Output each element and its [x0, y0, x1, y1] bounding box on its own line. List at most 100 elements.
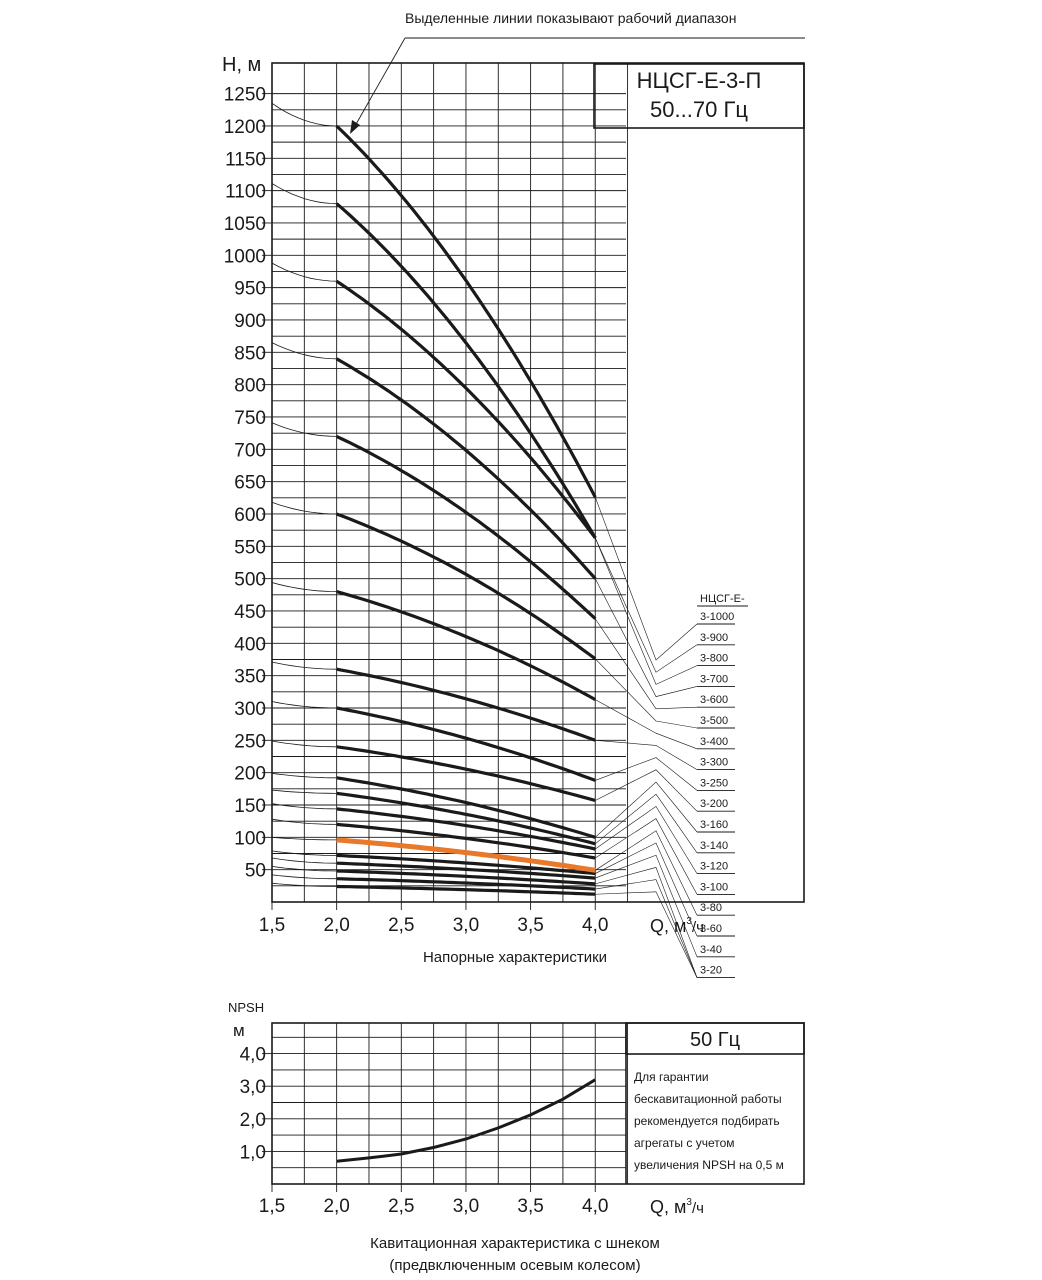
curve-working-range: [336, 822, 596, 860]
npsh-flow-axis-label: Q, м3/ч: [650, 1197, 704, 1217]
leader-line: [595, 818, 698, 895]
legend-label: 3-500: [700, 715, 728, 727]
npsh-chart-frame: [271, 1022, 805, 1185]
x-tick-label: 3,5: [517, 915, 543, 936]
y-tick-label: 500: [234, 570, 266, 591]
legend-label: 3-100: [700, 881, 728, 893]
npsh-caption-line-1: Кавитационная характеристика с шнеком: [370, 1235, 660, 1252]
leader-line: [595, 740, 698, 770]
y-tick-label: 1150: [225, 149, 266, 170]
leader-line: [595, 842, 698, 937]
curve-working-range: [336, 861, 596, 880]
y-tick-label: 700: [234, 440, 266, 461]
npsh-x-tick-label: 4,0: [582, 1196, 608, 1217]
x-tick-label: 2,0: [323, 915, 349, 936]
leader-line: [595, 830, 698, 916]
npsh-y-tick-label: 1,0: [240, 1142, 266, 1163]
working-range-annotation: Выделенные линии показывают рабочий диап…: [405, 10, 736, 26]
legend-label: 3-400: [700, 736, 728, 748]
leader-line: [595, 867, 698, 978]
title-box: [593, 63, 805, 129]
leader-line: [594, 537, 698, 673]
legend-label: 3-900: [700, 632, 728, 644]
npsh-curve: [336, 1078, 597, 1163]
legend-label: 3-140: [700, 840, 728, 852]
y-tick-label: 600: [234, 505, 266, 526]
y-tick-label: 1250: [224, 85, 266, 106]
curve-working-range: [336, 512, 597, 661]
curve-extension: [271, 772, 337, 779]
head-characteristics-chart: НЦСГ-Е- 3-1000 3-900 3-800 3-700 3-600 3-500 3-…: [222, 10, 805, 979]
y-tick-label: 100: [234, 828, 266, 849]
x-tick-label: 4,0: [582, 915, 608, 936]
curve-working-range: [335, 357, 597, 580]
npsh-x-tick-label: 2,0: [323, 1196, 349, 1217]
leader-line: [594, 537, 698, 685]
npsh-note-line: бескавитационной работы: [634, 1092, 782, 1106]
npsh-y-tick-label: 2,0: [240, 1110, 266, 1131]
model-legend: НЦСГ-Е- 3-1000 3-900 3-800 3-700 3-600 3-500 3-…: [697, 593, 748, 979]
curve-extension: [271, 740, 337, 748]
y-tick-label: 1000: [224, 246, 266, 267]
y-tick-label: 300: [234, 699, 266, 720]
leader-line: [595, 879, 698, 978]
npsh-title: 50 Гц: [690, 1029, 740, 1051]
leader-line: [594, 497, 698, 661]
y-tick-label: 900: [234, 311, 266, 332]
curve-working-range: [336, 706, 596, 782]
y-tick-label: 250: [234, 731, 266, 752]
y-tick-label: 400: [234, 634, 266, 655]
curve-working-range: [335, 124, 597, 498]
legend-label: 3-120: [700, 861, 728, 873]
curve-working-range: [336, 807, 596, 851]
y-tick-label: 450: [234, 602, 266, 623]
chart-title: НЦСГ-Е-3-П: [637, 68, 762, 93]
curve-extension: [271, 262, 337, 282]
curve-extension: [271, 102, 337, 127]
legend-label: 3-160: [700, 819, 728, 831]
annotation-arrowhead: [350, 120, 360, 134]
curve-extension: [271, 789, 337, 794]
y-tick-label: 950: [234, 279, 266, 300]
curve-extension: [271, 501, 337, 515]
npsh-note-line: увеличения NPSH на 0,5 м: [634, 1158, 784, 1172]
curve-extension: [271, 882, 337, 887]
npsh-note-line: агрегаты с учетом: [634, 1136, 735, 1150]
leader-line: [595, 618, 698, 710]
head-axis-label: H, м: [222, 54, 261, 76]
legend-label: 3-20: [700, 965, 722, 977]
legend-label: 3-1000: [700, 611, 734, 623]
npsh-chart: 1,0 2,0 3,0 4,0 1,5 2,0 2,5 3,0 3,5 4,0 50 Гц Для…: [228, 1000, 805, 1274]
y-tick-label: 50: [245, 861, 266, 882]
curve-extension: [271, 850, 337, 856]
npsh-title-box: [625, 1022, 805, 1055]
head-chart-grid: [271, 62, 805, 903]
npsh-axis-label: NPSH: [228, 1000, 264, 1015]
curve-working-range: [335, 279, 597, 539]
chart-subtitle: 50...70 Гц: [650, 97, 748, 122]
leader-line: [595, 769, 698, 812]
npsh-caption-line-2: (предвключенным осевым колесом): [389, 1257, 640, 1274]
npsh-x-tick-label: 1,5: [259, 1196, 285, 1217]
legend-label: 3-200: [700, 798, 728, 810]
curve-working-range: [336, 745, 596, 803]
leader-line: [595, 891, 698, 978]
npsh-x-tick-label: 3,5: [517, 1196, 543, 1217]
legend-label: 3-600: [700, 694, 728, 706]
curve-working-range: [336, 590, 597, 701]
curve-working-range: [336, 776, 596, 839]
y-tick-label: 1100: [225, 182, 266, 203]
npsh-y-tick-label: 3,0: [240, 1077, 266, 1098]
head-curves: [271, 102, 597, 896]
y-tick-label: 650: [234, 473, 266, 494]
curve-working-range: [336, 667, 596, 742]
legend-label: 3-300: [700, 757, 728, 769]
curve-extension: [271, 803, 337, 810]
y-tick-label: 850: [234, 343, 266, 364]
curve-working-range: [335, 434, 597, 620]
legend-label: 3-80: [700, 902, 722, 914]
curve-extension: [271, 342, 337, 360]
curve-extension: [271, 857, 337, 864]
curve-leader-lines: [594, 497, 698, 978]
